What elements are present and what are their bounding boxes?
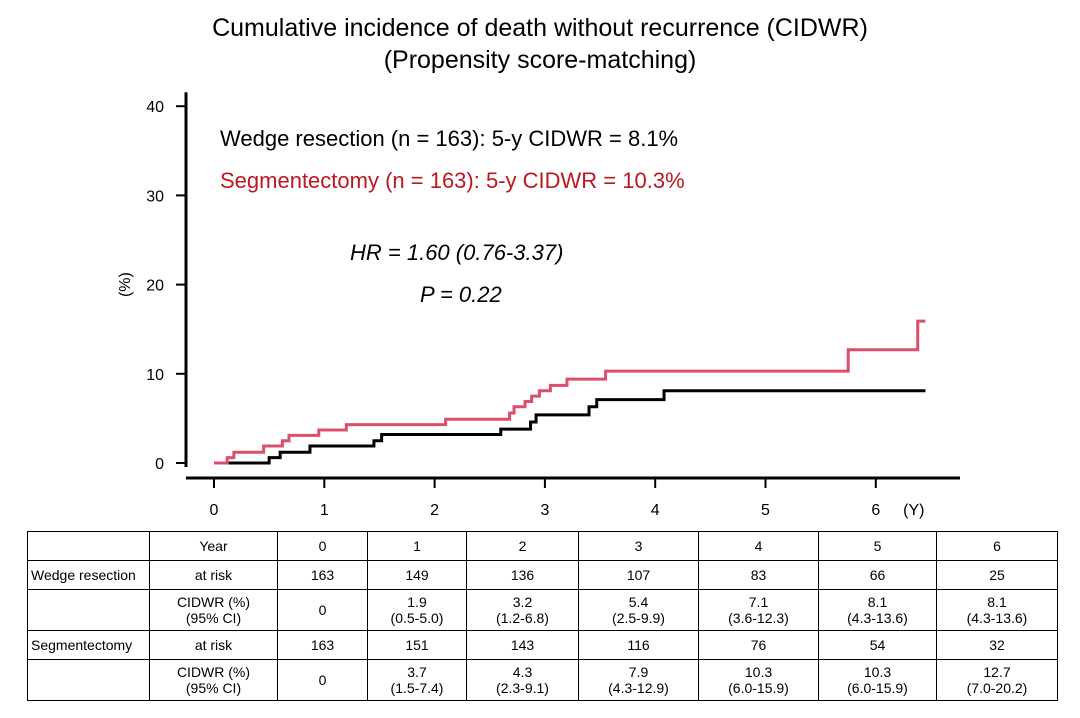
row-label-cell: CIDWR (%) (95% CI) bbox=[149, 589, 278, 631]
at-risk-cell: 32 bbox=[936, 630, 1058, 660]
y-tick-label: 30 bbox=[146, 188, 164, 205]
group-name-cell bbox=[27, 659, 150, 701]
at-risk-cell: 54 bbox=[818, 630, 937, 660]
km-plot: 0 10 20 30 40 0 1 2 3 4 5 6 (Y) (%) bbox=[117, 92, 960, 519]
at-risk-cell: 151 bbox=[367, 630, 467, 660]
hazard-ratio-annotation: HR = 1.60 (0.76-3.37) bbox=[350, 240, 564, 265]
at-risk-cell: 149 bbox=[367, 560, 467, 590]
y-tick-label: 0 bbox=[155, 456, 164, 473]
cidwr-cell: 10.3 (6.0-15.9) bbox=[818, 659, 937, 701]
wedge-annotation: Wedge resection (n = 163): 5-y CIDWR = 8… bbox=[220, 126, 679, 151]
cidwr-cell: 1.9 (0.5-5.0) bbox=[367, 589, 467, 631]
x-tick-label: 4 bbox=[651, 502, 660, 519]
at-risk-cell: 163 bbox=[277, 630, 368, 660]
row-label-cell: at risk bbox=[149, 630, 278, 660]
segmentectomy-curve bbox=[214, 319, 926, 465]
table-header-row: Year 0 1 2 3 4 5 6 bbox=[27, 531, 1058, 561]
y-tick-label: 20 bbox=[146, 278, 164, 295]
cidwr-cell: 0 bbox=[277, 659, 368, 701]
at-risk-cell: 76 bbox=[698, 630, 819, 660]
x-tick-label: 3 bbox=[540, 502, 549, 519]
table-row: Segmentectomy at risk 163 151 143 116 76… bbox=[27, 630, 1058, 660]
year-cell: 6 bbox=[936, 531, 1058, 561]
at-risk-cell: 107 bbox=[578, 560, 699, 590]
cidwr-cell: 5.4 (2.5-9.9) bbox=[578, 589, 699, 631]
year-header-cell: Year bbox=[149, 531, 278, 561]
p-value-annotation: P = 0.22 bbox=[420, 282, 502, 307]
at-risk-cell: 143 bbox=[466, 630, 579, 660]
cidwr-cell: 0 bbox=[277, 589, 368, 631]
x-tick-label: 1 bbox=[320, 502, 329, 519]
x-tick-label: 6 bbox=[871, 502, 880, 519]
year-cell: 3 bbox=[578, 531, 699, 561]
cidwr-cell: 7.9 (4.3-12.9) bbox=[578, 659, 699, 701]
wedge-resection-curve bbox=[214, 389, 926, 465]
cidwr-cell: 3.2 (1.2-6.8) bbox=[466, 589, 579, 631]
row-label-cell: CIDWR (%) (95% CI) bbox=[149, 659, 278, 701]
year-cell: 5 bbox=[818, 531, 937, 561]
year-cell: 4 bbox=[698, 531, 819, 561]
segmentectomy-annotation: Segmentectomy (n = 163): 5-y CIDWR = 10.… bbox=[220, 168, 685, 193]
x-tick-label: 5 bbox=[761, 502, 770, 519]
group-name-cell: Wedge resection bbox=[27, 560, 150, 590]
chart-title: Cumulative incidence of death without re… bbox=[212, 14, 868, 42]
cidwr-cell: 10.3 (6.0-15.9) bbox=[698, 659, 819, 701]
y-axis-label: (%) bbox=[117, 272, 134, 297]
group-name-cell bbox=[27, 589, 150, 631]
at-risk-cell: 83 bbox=[698, 560, 819, 590]
cidwr-cell: 8.1 (4.3-13.6) bbox=[818, 589, 937, 631]
cidwr-cell: 3.7 (1.5-7.4) bbox=[367, 659, 467, 701]
table-corner-cell bbox=[27, 531, 150, 561]
cidwr-cell: 4.3 (2.3-9.1) bbox=[466, 659, 579, 701]
at-risk-cell: 66 bbox=[818, 560, 937, 590]
cidwr-cell: 7.1 (3.6-12.3) bbox=[698, 589, 819, 631]
row-label-cell: at risk bbox=[149, 560, 278, 590]
chart-subtitle: (Propensity score-matching) bbox=[383, 46, 697, 74]
y-tick-label: 10 bbox=[146, 367, 164, 384]
year-cell: 2 bbox=[466, 531, 579, 561]
x-axis-label: (Y) bbox=[903, 502, 924, 519]
table-row: Wedge resection at risk 163 149 136 107 … bbox=[27, 560, 1058, 590]
at-risk-cell: 163 bbox=[277, 560, 368, 590]
table-row: CIDWR (%) (95% CI) 0 3.7 (1.5-7.4) 4.3 (2.3… bbox=[27, 659, 1058, 701]
y-tick-label: 40 bbox=[146, 99, 164, 116]
at-risk-cell: 116 bbox=[578, 630, 699, 660]
cidwr-cell: 12.7 (7.0-20.2) bbox=[936, 659, 1058, 701]
at-risk-cell: 25 bbox=[936, 560, 1058, 590]
year-cell: 1 bbox=[367, 531, 467, 561]
year-cell: 0 bbox=[277, 531, 368, 561]
x-tick-label: 2 bbox=[430, 502, 439, 519]
group-name-cell: Segmentectomy bbox=[27, 630, 150, 660]
risk-table: Year 0 1 2 3 4 5 6 Wedge resection at ri… bbox=[27, 531, 1058, 701]
cidwr-cell: 8.1 (4.3-13.6) bbox=[936, 589, 1058, 631]
table-row: CIDWR (%) (95% CI) 0 1.9 (0.5-5.0) 3.2 (1.2… bbox=[27, 589, 1058, 631]
x-tick-label: 0 bbox=[210, 502, 219, 519]
at-risk-cell: 136 bbox=[466, 560, 579, 590]
